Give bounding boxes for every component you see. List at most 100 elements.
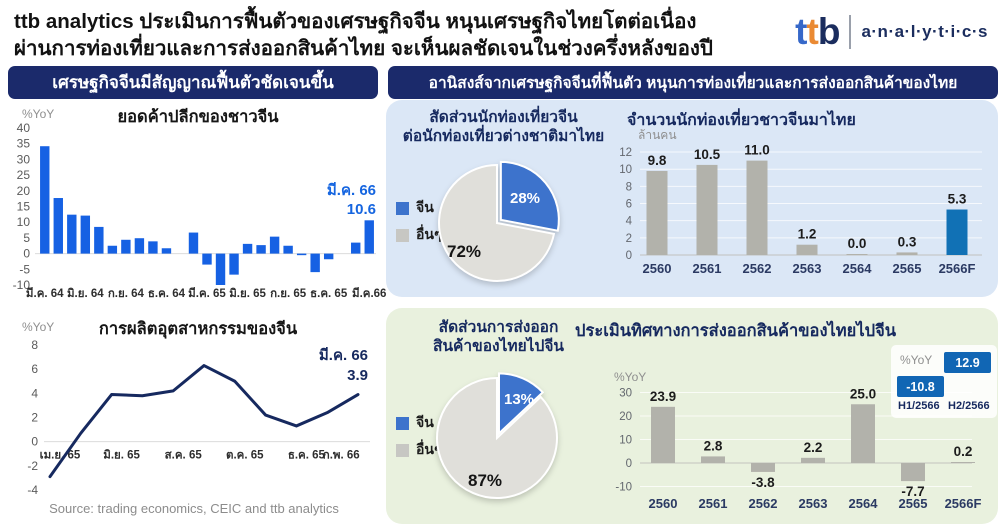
left-panel-header: เศรษฐกิจจีนมีสัญญาณฟื้นตัวชัดเจนขึ้น bbox=[8, 66, 378, 99]
retail-bar bbox=[242, 243, 253, 254]
y-tick: -10 bbox=[615, 482, 632, 494]
bar bbox=[946, 209, 968, 255]
y-tick: 35 bbox=[17, 137, 31, 151]
x-category: 2562 bbox=[743, 261, 772, 276]
retail-bar bbox=[364, 220, 374, 254]
y-tick: 2 bbox=[31, 410, 38, 424]
bar bbox=[951, 462, 975, 463]
pie-slice-china bbox=[499, 160, 560, 232]
tourist-bar-canvas: 12 10 8 6 4 2 0 9.8 2560 10.5 2561 11.0 2562 1.2 2563 0… bbox=[619, 143, 982, 276]
right-panel-header: อานิสงส์จากเศรษฐกิจจีนที่ฟื้นตัว หนุนการ… bbox=[388, 66, 998, 99]
h2-2566-label: H2/2566 bbox=[948, 400, 990, 412]
retail-bar bbox=[323, 253, 334, 260]
source-note: Source: trading economics, CEIC and ttb … bbox=[49, 501, 339, 516]
y-tick: 15 bbox=[17, 200, 31, 214]
y-tick: 4 bbox=[626, 216, 633, 228]
value-label: 2.2 bbox=[804, 440, 823, 455]
x-category: 2560 bbox=[643, 261, 672, 276]
y-tick: 8 bbox=[626, 181, 632, 193]
value-label: 5.3 bbox=[948, 192, 967, 207]
retail-bar bbox=[134, 238, 145, 254]
pie-label-others: 87% bbox=[468, 471, 502, 490]
tourist-bar-ylabel: ล้านคน bbox=[638, 128, 677, 142]
export-bar-canvas: 30 20 10 0 -10 23.9 2560 2.8 2561 -3.8 2562 2.2 2563… bbox=[615, 386, 981, 511]
x-category: 2561 bbox=[693, 261, 722, 276]
value-label: 10.5 bbox=[694, 147, 721, 162]
bar bbox=[901, 463, 925, 482]
annotation-value: 3.9 bbox=[347, 367, 368, 384]
x-category: 2565 bbox=[893, 261, 922, 276]
logo-divider bbox=[849, 15, 852, 49]
ttb-analytics-logo: ttb a·n·a·l·y·t·i·c·s bbox=[795, 11, 988, 52]
retail-bar bbox=[40, 146, 50, 254]
value-label: 0.0 bbox=[848, 236, 867, 251]
x-tick: มี.ค. 64 bbox=[26, 287, 64, 300]
industrial-chart-canvas: 8 6 4 2 0 -2 -4 เม.ย. 65 มิ.ย. 65 ส.ค. 65 ต.ค. 65 ธ… bbox=[27, 338, 370, 497]
bar bbox=[751, 463, 775, 472]
retail-bar bbox=[121, 239, 131, 254]
y-tick: 6 bbox=[31, 362, 38, 376]
legend-china-export: จีน bbox=[396, 412, 434, 434]
y-tick: 30 bbox=[619, 388, 632, 400]
value-label: 11.0 bbox=[744, 143, 770, 158]
y-tick: 10 bbox=[619, 164, 632, 176]
bar bbox=[646, 170, 668, 255]
y-tick: 0 bbox=[23, 247, 30, 261]
bar bbox=[796, 244, 818, 255]
industrial-chart-title: การผลิตอุตสาหกรรมของจีน bbox=[98, 320, 298, 338]
y-tick: -10 bbox=[13, 278, 31, 292]
legend-others-swatch-icon bbox=[396, 228, 409, 242]
y-tick: 2 bbox=[626, 233, 632, 245]
y-tick: 20 bbox=[619, 411, 632, 423]
pie-slice-china bbox=[497, 372, 545, 436]
y-tick: 10 bbox=[619, 435, 632, 447]
y-tick: 4 bbox=[31, 386, 38, 400]
x-tick: ธ.ค. 65 bbox=[288, 450, 326, 462]
legend-china: จีน bbox=[396, 197, 434, 219]
retail-bar bbox=[283, 245, 293, 254]
x-category: 2566F bbox=[939, 261, 976, 276]
x-tick: ธ.ค. 65 bbox=[310, 288, 348, 300]
x-category: 2564 bbox=[843, 261, 873, 276]
retail-bar bbox=[269, 236, 280, 254]
y-tick: 20 bbox=[17, 184, 31, 198]
y-tick: -5 bbox=[19, 262, 30, 276]
h1-2566-label: H1/2566 bbox=[898, 400, 940, 412]
x-category: 2564 bbox=[849, 496, 879, 511]
tourist-pie-canvas: 28% 72% bbox=[438, 160, 560, 282]
retail-bar bbox=[229, 253, 239, 275]
value-label: 9.8 bbox=[648, 153, 667, 168]
x-tick: ส.ค. 65 bbox=[165, 450, 203, 462]
retail-bar bbox=[107, 245, 118, 254]
x-tick: มี.ค. 65 bbox=[188, 287, 226, 300]
annotation-value: 10.6 bbox=[347, 201, 376, 218]
retail-bar bbox=[80, 215, 91, 254]
retail-bar bbox=[67, 214, 77, 254]
value-label: 23.9 bbox=[650, 389, 676, 404]
x-tick: ต.ค. 65 bbox=[226, 450, 264, 462]
tourist-bar-title: จำนวนนักท่องเที่ยวชาวจีนมาไทย bbox=[627, 112, 856, 129]
y-tick: -4 bbox=[27, 483, 38, 497]
h1-2566-value-badge: -10.8 bbox=[897, 376, 944, 397]
bar bbox=[846, 254, 868, 255]
ttb-logo-text: ttb bbox=[795, 11, 840, 52]
x-tick: มิ.ย. 64 bbox=[67, 287, 104, 300]
y-tick: 30 bbox=[17, 152, 31, 166]
x-tick: มิ.ย. 65 bbox=[229, 287, 266, 300]
value-label: 0.3 bbox=[898, 234, 917, 249]
bar bbox=[651, 406, 675, 463]
value-label: 25.0 bbox=[850, 386, 876, 401]
annotation-label: มี.ค. 66 bbox=[319, 347, 368, 364]
value-label: 1.2 bbox=[798, 227, 817, 242]
retail-bar bbox=[215, 253, 226, 285]
inset-unit-label: %YoY bbox=[900, 353, 933, 367]
annotation-label: มี.ค. 66 bbox=[327, 182, 376, 199]
retail-bar bbox=[256, 245, 266, 254]
industrial-ylabel: %YoY bbox=[22, 320, 55, 334]
pie-label-china: 13% bbox=[504, 391, 534, 408]
bar bbox=[896, 252, 918, 255]
bar bbox=[701, 456, 725, 463]
export-halfyear-inset: %YoY 12.9 -10.8 H1/2566 H2/2566 bbox=[891, 345, 997, 418]
